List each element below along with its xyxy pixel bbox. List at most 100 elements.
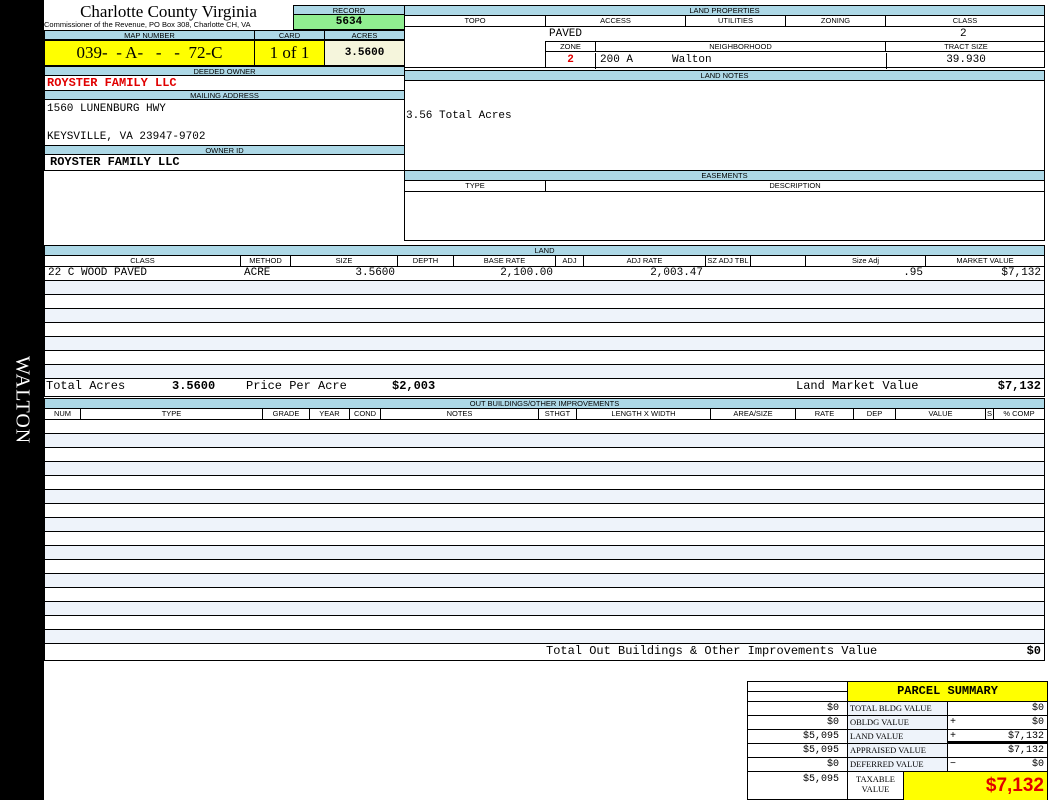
outbuildings-col-header: STHGT [539,409,577,419]
land-col-header: ADJ [556,256,584,266]
outbuildings-col-header: % COMP [1003,409,1035,418]
card-label: CARD [254,30,325,40]
outbuildings-row [45,518,1044,532]
outbuildings-col-header: VALUE [896,409,986,419]
outbuildings-col-header: TYPE [81,409,263,419]
outbuildings-col-header: AREA/SIZE [711,409,796,419]
land-col-header: CLASS [45,256,241,266]
parcel-summary: PARCEL SUMMARY $5,095 TAXABLE VALUE $7,1… [747,681,1048,800]
summary-label: TOTAL BLDG VALUE [848,702,948,716]
map-number-label: MAP NUMBER [44,30,255,40]
land-cell: 22 C WOOD PAVED [48,267,148,279]
land-properties-label: LAND PROPERTIES [405,6,1044,16]
outbuildings-row [45,546,1044,560]
land-notes-text: 3.56 Total Acres [406,110,512,122]
summary-operator: − [950,759,957,770]
outbuildings-col-header: RATE [796,409,854,419]
map-number: 039- - A- - - 72-C [44,40,255,66]
land-row [45,295,1044,309]
acres-label: ACRES [324,30,405,40]
summary-operator: + [950,731,957,742]
summary-prior-value: $0 [748,758,848,772]
zone-value: 2 [546,53,596,69]
land-totals: Total Acres 3.5600 Price Per Acre $2,003… [45,377,1044,396]
land-cell [398,267,454,280]
commissioner-subtitle: Commissioner of the Revenue, PO Box 308,… [44,20,251,29]
summary-prior-value: $5,095 [748,730,848,744]
outbuildings-row [45,560,1044,574]
record-number: 5634 [293,15,405,30]
outbuildings-col-header: COND [350,409,381,419]
owner-id-label: OWNER ID [44,145,405,155]
land-cell [556,267,584,280]
summary-value: $0 [948,716,1047,730]
zone-header: ZONE [546,42,596,52]
land-col-header: ADJ RATE [584,256,706,266]
taxable-value-label: TAXABLE VALUE [848,772,904,800]
record-label: RECORD [293,5,405,15]
land-cell: ACRE [244,267,271,279]
outbuildings-row [45,630,1044,644]
easement-description-header: DESCRIPTION [769,181,821,190]
outbuildings-row [45,476,1044,490]
acres-value: 3.5600 [324,40,405,66]
tract-size: 39.930 [886,53,1045,69]
deeded-owner-label: DEEDED OWNER [44,66,405,76]
outbuildings-col-header: YEAR [310,409,350,419]
class-value: 2 [960,28,967,40]
outbuildings-table: OUT BUILDINGS/OTHER IMPROVEMENTS NUM TYPE… [44,398,1045,661]
land-properties: LAND PROPERTIES TOPO ACCESS UTILITIES ZO… [404,5,1045,69]
summary-label: OBLDG VALUE [848,716,948,730]
side-strip: WALTON [0,0,44,800]
summary-prior-value: $0 [748,716,848,730]
deeded-owner: ROYSTER FAMILY LLC [44,76,405,91]
outbuildings-col-header: LENGTH X WIDTH [577,409,711,419]
outbuildings-row [45,504,1044,518]
summary-value: $0 [948,758,1047,772]
land-col-header: SZ ADJ TBL [706,256,751,266]
land-market-value: $7,132 [997,379,1041,393]
outbuildings-col-header: DEP [854,409,896,419]
summary-value: $7,132 [948,744,1047,758]
taxable-value: $7,132 [904,772,1047,800]
outbuildings-row [45,588,1044,602]
outbuildings-col-header: GRADE [263,409,310,419]
land-notes-label: LAND NOTES [405,71,1044,81]
land-cell: $7,132 [1001,267,1041,279]
outbuildings-row [45,462,1044,476]
total-acres: 3.5600 [172,379,216,393]
summary-label: DEFERRED VALUE [848,758,948,772]
land-row [45,337,1044,351]
land-market-value-label: Land Market Value [796,379,919,393]
land-col-header: DEPTH [398,256,454,266]
land-row [45,365,1044,379]
land-cell [751,267,806,280]
price-per-acre-label: Price Per Acre [246,379,347,393]
land-col-header: Size Adj [806,256,926,266]
land-notes: LAND NOTES 3.56 Total Acres [404,70,1045,171]
easement-type-header: TYPE [405,181,546,191]
outbuildings-row [45,490,1044,504]
summary-value: $0 [948,702,1047,716]
outbuildings-row [45,434,1044,448]
easements-label: EASEMENTS [405,171,1044,181]
land-row [45,309,1044,323]
land-table: LAND CLASS METHOD SIZE DEPTH BASE RATE ADJ ADJ… [44,245,1045,397]
taxable-prior-value: $5,095 [748,772,848,800]
neighborhood-side-label: WALTON [11,355,34,445]
price-per-acre: $2,003 [392,379,436,393]
land-col-header: SIZE [291,256,398,266]
land-col-header: MARKET VALUE [956,256,1014,265]
summary-operator: + [950,717,957,728]
land-cell: 2,100.00 [500,267,553,279]
neighborhood-name: Walton [672,54,712,66]
card-number: 1 of 1 [254,40,325,66]
outbuildings-row [45,616,1044,630]
outbuildings-total: Total Out Buildings & Other Improvements… [45,643,1044,660]
land-col-header: METHOD [241,256,291,266]
class-header: CLASS [952,16,978,25]
utilities-header: UTILITIES [686,16,786,26]
land-row [45,323,1044,337]
land-cell: 2,003.47 [650,267,703,279]
outbuildings-row [45,532,1044,546]
